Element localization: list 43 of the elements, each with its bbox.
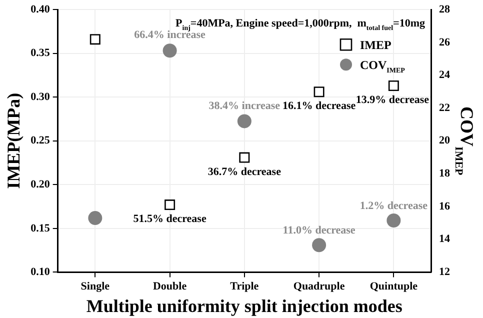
annotation: 16.1% decrease (282, 100, 356, 112)
legend-label: IMEP (360, 38, 392, 52)
y2-tick-label: 20 (439, 134, 450, 147)
annotation: 1.2% decrease (360, 200, 428, 212)
annotation: 38.4% increase (208, 100, 280, 112)
y2-tick-label: 22 (439, 102, 450, 114)
x-axis-title: Multiple uniformity split injection modes (86, 296, 402, 316)
annotation: 36.7% decrease (208, 166, 282, 178)
y2-tick-label: 24 (439, 69, 450, 82)
x-tick-label: Quadruple (293, 280, 345, 293)
y-tick-label: 0.15 (30, 222, 50, 234)
x-tick-label: Quintuple (370, 280, 418, 293)
y2-tick-label: 14 (439, 233, 450, 246)
y-tick-label: 0.35 (30, 47, 50, 60)
annotation: 51.5% decrease (133, 213, 206, 226)
y2-tick-label: 12 (439, 266, 450, 278)
point (314, 86, 324, 98)
y2-tick-label: 18 (439, 168, 450, 180)
y-tick-label: 0.30 (30, 90, 50, 103)
point (90, 34, 100, 45)
point (312, 238, 326, 252)
point (239, 152, 250, 163)
y-tick-label: 0.20 (30, 178, 50, 191)
y-axis-title: IMEP(MPa) (3, 92, 24, 189)
point (164, 200, 176, 210)
annotation: 11.0% decrease (282, 224, 356, 236)
point (237, 114, 252, 128)
x-tick-label: Triple (230, 280, 259, 293)
annotation: 66.4% increase (134, 29, 206, 42)
y2-tick-label: 28 (439, 3, 450, 16)
y2-tick-label: 16 (439, 200, 450, 212)
point (388, 80, 399, 91)
y2-axis-title: COVIMEP (452, 106, 477, 176)
x-tick-label: Double (152, 280, 187, 293)
x-tick-label: Single (80, 280, 110, 293)
point (386, 214, 401, 228)
y-tick-label: 0.40 (30, 3, 50, 16)
point (162, 44, 177, 58)
y-tick-label: 0.10 (30, 266, 50, 278)
y-tick-label: 0.25 (30, 134, 50, 147)
point (88, 211, 102, 226)
annotation: 13.9% decrease (356, 94, 430, 106)
y2-tick-label: 26 (439, 36, 450, 48)
